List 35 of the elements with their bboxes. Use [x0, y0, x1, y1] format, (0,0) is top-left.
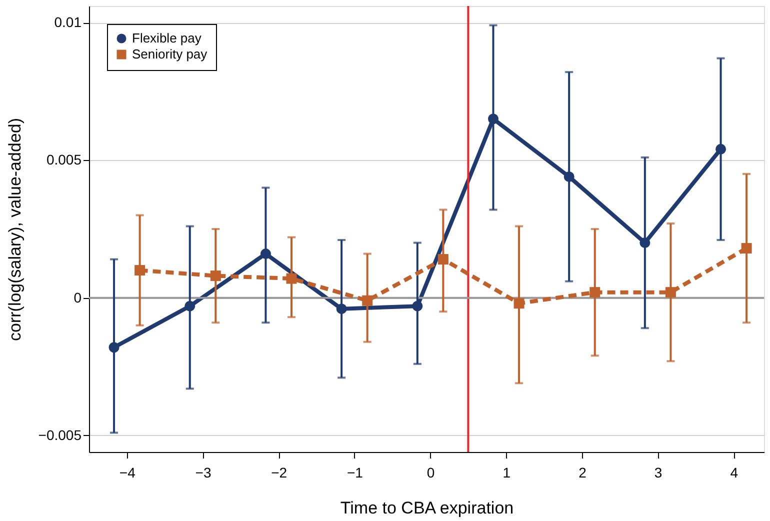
x-tick-label: −3	[195, 464, 212, 480]
y-tick-label: 0.01	[54, 14, 82, 30]
y-tick-label: −0.005	[38, 426, 82, 443]
point	[488, 114, 498, 124]
x-tick-label: −2	[271, 464, 288, 480]
legend-label: Flexible pay	[132, 30, 202, 46]
x-tick-label: 1	[502, 464, 511, 480]
x-tick-label: 2	[578, 464, 587, 480]
x-tick-label: 3	[654, 464, 662, 480]
point	[184, 300, 196, 312]
y-tick-label: 0	[74, 289, 82, 306]
point	[564, 171, 574, 182]
x-tick-label: −4	[119, 464, 136, 480]
legend-label: Seniority pay	[132, 46, 208, 62]
point	[336, 304, 347, 314]
point	[590, 287, 600, 298]
point	[640, 238, 650, 248]
point	[514, 298, 524, 309]
y-axis-title: corr(log(salary), value-added)	[5, 118, 24, 341]
point	[362, 295, 373, 306]
x-tick-label: 4	[730, 464, 738, 480]
x-tick-label: −1	[346, 464, 364, 480]
point	[134, 265, 146, 276]
x-tick-label: 0	[426, 464, 435, 480]
point	[412, 300, 423, 312]
point	[665, 287, 676, 298]
point	[741, 243, 752, 254]
point	[260, 248, 271, 260]
y-tick-label: 0.005	[46, 152, 82, 168]
point	[210, 270, 221, 282]
point	[438, 254, 448, 265]
point	[108, 342, 120, 353]
point	[286, 273, 297, 284]
x-axis-title: Time to CBA expiration	[340, 498, 514, 518]
point	[716, 144, 726, 154]
